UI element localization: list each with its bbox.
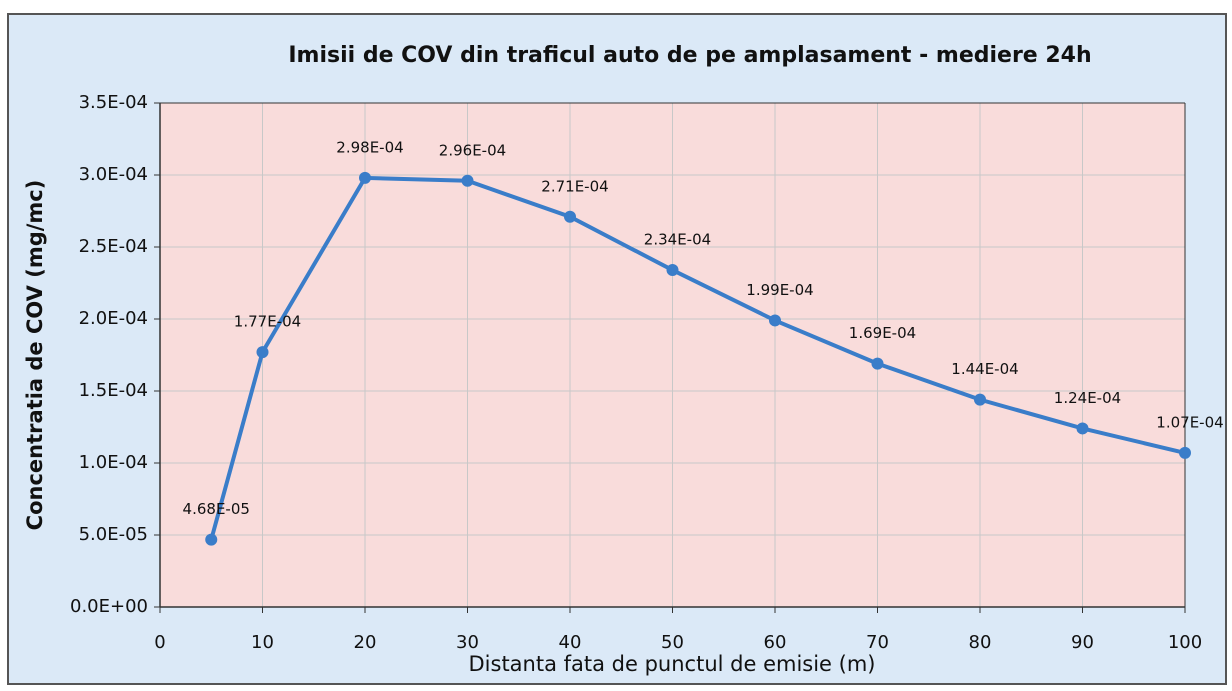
chart-title: Imisii de COV din traficul auto de pe am… [288,43,1091,68]
x-axis-label: Distanta fata de punctul de emisie (m) [469,652,876,676]
y-tick-label: 1.5E-04 [79,380,148,401]
data-label: 1.24E-04 [1054,389,1121,407]
data-label: 2.71E-04 [541,177,608,195]
data-label: 2.98E-04 [336,138,403,156]
x-tick-label: 0 [154,632,165,653]
data-point [359,171,371,184]
x-tick-label: 90 [1071,632,1094,653]
data-point [461,174,474,187]
x-tick-label: 70 [866,632,889,653]
y-tick-label: 3.0E-04 [79,164,148,185]
data-label: 2.34E-04 [644,231,711,249]
data-point [871,357,884,370]
data-point [974,393,986,406]
data-label: 1.99E-04 [746,281,813,299]
x-tick-label: 50 [661,632,684,653]
x-tick-label: 30 [456,632,479,653]
y-tick-label: 0.0E+00 [70,596,148,617]
y-tick-label: 2.5E-04 [79,236,148,257]
x-tick-label: 40 [559,632,582,653]
data-label: 1.07E-04 [1156,413,1223,431]
data-point [564,210,576,223]
x-tick-label: 80 [969,632,992,653]
data-point [205,533,218,546]
data-point [769,314,781,327]
data-label: 1.69E-04 [849,324,916,342]
data-point [256,346,269,359]
y-tick-label: 3.5E-04 [79,92,148,113]
y-tick-label: 5.0E-05 [79,524,148,545]
x-tick-label: 20 [354,632,377,653]
x-tick-label: 100 [1168,632,1202,653]
y-tick-label: 2.0E-04 [79,308,148,329]
x-tick-label: 60 [764,632,787,653]
data-label: 2.96E-04 [439,141,506,159]
data-point [1076,422,1089,435]
y-axis-label: Concentratia de COV (mg/mc) [23,180,47,531]
data-point [666,264,679,277]
data-label: 1.77E-04 [234,313,301,331]
y-tick-label: 1.0E-04 [79,452,148,473]
data-label: 1.44E-04 [951,360,1018,378]
x-tick-label: 10 [251,632,274,653]
data-label: 4.68E-05 [183,500,250,518]
data-point [1179,446,1191,459]
